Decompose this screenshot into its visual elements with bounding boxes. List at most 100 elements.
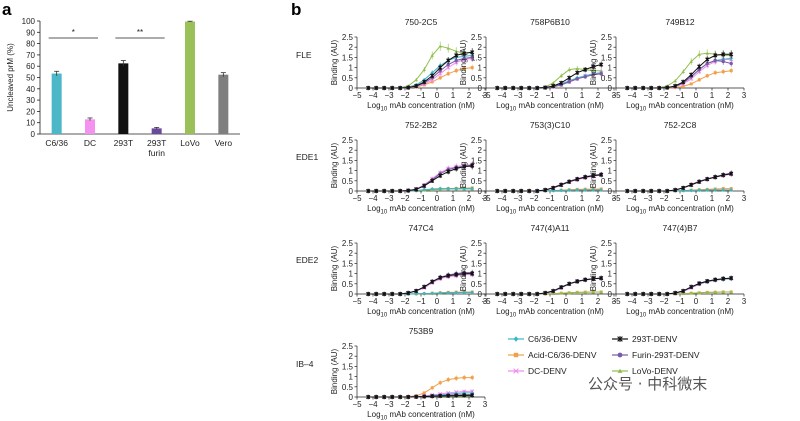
series-marker <box>503 85 508 91</box>
series-marker <box>406 394 411 400</box>
panel-a-significance-mark: ** <box>137 28 143 37</box>
series-marker <box>543 85 548 90</box>
series-marker <box>470 290 474 295</box>
panel-a-letter: a <box>2 0 12 19</box>
plot-y-tick-label: 2 <box>478 43 483 52</box>
series-marker <box>462 393 467 398</box>
plot-x-tick-label: −4 <box>368 91 378 100</box>
series-marker <box>633 85 638 91</box>
plot-x-tick-label: 3 <box>612 91 617 100</box>
plot-x-tick-label: −5 <box>611 91 621 100</box>
series-marker <box>366 291 371 297</box>
series-marker <box>398 188 403 194</box>
series-marker <box>697 78 701 82</box>
plot-y-tick-label: 2.5 <box>601 136 613 145</box>
series-marker <box>551 83 556 89</box>
plot-y-tick-label: 0.5 <box>601 177 613 186</box>
series-marker <box>430 279 435 284</box>
plot-y-axis-title: Binding (AU) <box>589 142 598 188</box>
plot-title: 753B9 <box>409 326 434 336</box>
plot-x-tick-label: 0 <box>435 91 440 100</box>
x-axis-title-rest: mAb concentration (nM) <box>516 204 604 213</box>
series-marker <box>422 391 426 395</box>
plot-x-tick-label: −1 <box>545 91 555 100</box>
panel-a-y-tick-label: 80 <box>26 40 35 49</box>
plot-y-tick-label: 2 <box>349 352 354 361</box>
x-axis-title-rest: mAb concentration (nM) <box>646 101 734 110</box>
series-marker <box>398 394 403 400</box>
series-marker <box>430 73 435 78</box>
plot-y-tick-label: 0 <box>349 187 354 196</box>
series-marker <box>575 176 580 182</box>
plot-x-tick-label: −1 <box>675 297 685 306</box>
series-marker <box>511 85 516 91</box>
plot-y-tick-label: 1 <box>349 64 354 73</box>
series-293t-denv <box>625 171 734 194</box>
series-marker <box>591 187 595 192</box>
plot-x-tick-label: 2 <box>467 91 472 100</box>
series-marker <box>729 187 733 192</box>
series-line <box>368 165 473 192</box>
series-marker <box>641 188 646 194</box>
series-marker <box>729 290 733 294</box>
plot-x-tick-label: −1 <box>416 194 426 203</box>
plot-y-axis-title: Binding (AU) <box>330 348 339 394</box>
plot-x-tick-label: −5 <box>611 194 621 203</box>
plot-y-tick-label: 0 <box>478 187 483 196</box>
series-marker <box>705 278 710 284</box>
series-marker <box>462 67 466 71</box>
x-axis-title-rest: mAb concentration (nM) <box>387 101 475 110</box>
x-axis-title-log: Log <box>626 307 639 316</box>
series-line <box>497 64 602 89</box>
panel-a-category-label: LoVo <box>180 138 200 148</box>
series-marker <box>430 386 434 390</box>
series-marker <box>729 61 733 66</box>
series-marker <box>567 291 571 295</box>
plot-y-tick-label: 2.5 <box>471 33 483 42</box>
plot-y-tick-label: 2 <box>608 43 613 52</box>
series-marker <box>559 182 564 188</box>
x-axis-title-subscript: 10 <box>381 210 388 216</box>
series-marker <box>705 61 709 66</box>
plot-x-tick-label: −2 <box>529 91 539 100</box>
plot-y-tick-label: 0.5 <box>471 280 483 289</box>
series-marker <box>414 291 418 296</box>
series-marker <box>446 290 450 295</box>
plot-x-tick-label: 0 <box>694 297 699 306</box>
x-axis-title-log: Log <box>496 101 509 110</box>
series-marker <box>721 276 726 281</box>
x-axis-title-rest: mAb concentration (nM) <box>646 204 734 213</box>
series-marker <box>591 290 595 294</box>
plot-x-tick-label: −1 <box>416 400 426 409</box>
series-marker <box>430 178 435 183</box>
series-marker <box>414 288 419 294</box>
series-marker <box>414 394 419 399</box>
series-marker <box>559 80 564 86</box>
plot-title: 750-2C5 <box>405 17 438 27</box>
panel-a-y-tick-label: 20 <box>26 107 35 116</box>
series-marker <box>495 291 500 297</box>
series-marker <box>567 67 571 71</box>
plot-x-tick-label: −5 <box>352 194 362 203</box>
plot-x-tick-label: 0 <box>435 400 440 409</box>
panel-a-bar <box>218 74 229 134</box>
series-marker <box>713 53 718 58</box>
series-marker <box>705 187 709 192</box>
plot-x-tick-label: 1 <box>451 194 456 203</box>
plot-x-tick-label: −3 <box>384 194 394 203</box>
series-marker <box>649 85 654 91</box>
series-marker <box>446 46 450 50</box>
plot-x-tick-label: −5 <box>481 297 491 306</box>
series-marker <box>583 174 588 180</box>
plot-x-axis-title: Log10 mAb concentration (nM) <box>367 101 475 113</box>
series-marker <box>438 290 442 295</box>
plot-x-tick-label: −1 <box>545 194 555 203</box>
series-marker <box>617 368 623 373</box>
plot-y-tick-label: 0 <box>349 290 354 299</box>
panel-a-y-tick-label: 0 <box>31 130 36 139</box>
plot-x-tick-label: 3 <box>742 91 747 100</box>
plot-x-tick-label: −3 <box>513 297 523 306</box>
plot-y-tick-label: 2.5 <box>342 136 354 145</box>
